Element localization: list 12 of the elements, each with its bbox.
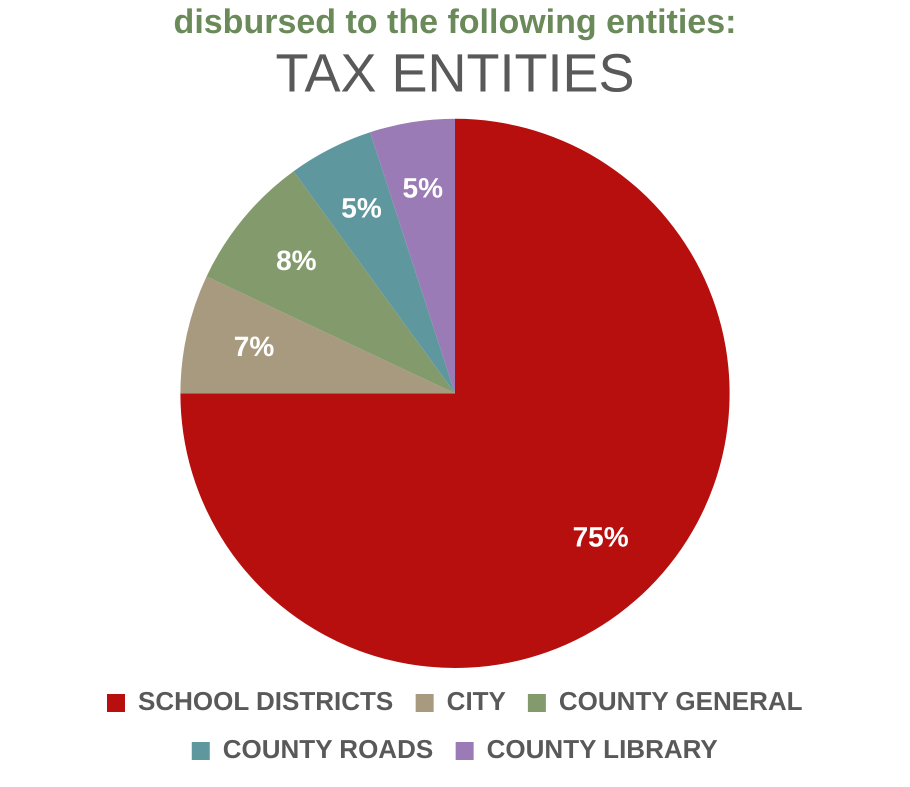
legend-label: SCHOOL DISTRICTS	[138, 686, 394, 716]
legend-label: COUNTY ROADS	[222, 734, 434, 764]
legend-label: COUNTY GENERAL	[558, 686, 803, 716]
legend-label: COUNTY LIBRARY	[486, 734, 718, 764]
text: disbursed to the following entities:	[172, 2, 738, 43]
data-label: 5%	[341, 192, 382, 224]
data-label: 8%	[276, 244, 317, 276]
data-label: 5%	[402, 172, 444, 204]
legend-label: CITY	[446, 686, 506, 716]
data-label: 7%	[234, 331, 274, 362]
chart-title: TAX ENTITIES	[275, 43, 635, 104]
data-label: 75%	[572, 522, 629, 553]
